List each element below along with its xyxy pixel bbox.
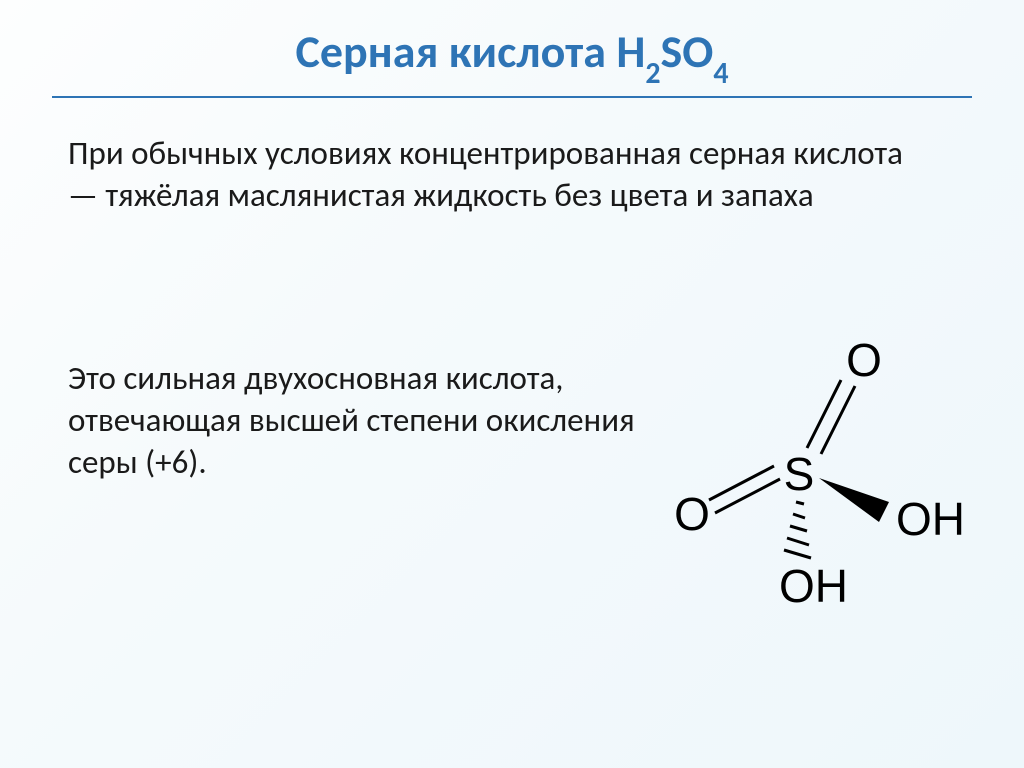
bond-s-oh-bottom-hash <box>784 502 811 558</box>
paragraph-2: Это сильная двухосновная кислота, отвеча… <box>68 357 688 484</box>
title-text-2: SO <box>661 24 714 80</box>
title-sub-2: 4 <box>713 56 728 92</box>
atom-oh-right: OH <box>896 493 964 545</box>
atom-s: S <box>784 448 815 500</box>
atom-o-top: O <box>846 334 882 386</box>
paragraph-1: При обычных условиях концентрированная с… <box>68 132 938 216</box>
title-sub-1: 2 <box>645 56 660 92</box>
title-text-1: Серная кислота H <box>295 24 645 80</box>
bond-s-o-top-2 <box>821 386 855 454</box>
molecule-diagram: S O O OH OH <box>664 330 964 610</box>
slide-title: Серная кислота H2SO4 <box>48 24 976 86</box>
title-underline <box>52 96 972 98</box>
atom-oh-bottom: OH <box>779 560 848 610</box>
bond-s-oh-right-wedge <box>819 478 889 522</box>
atom-o-left: O <box>674 488 710 540</box>
slide: Серная кислота H2SO4 При обычных условия… <box>0 0 1024 768</box>
bond-s-o-left-2 <box>715 479 780 513</box>
bond-s-o-top-1 <box>807 380 841 448</box>
bond-s-o-left-1 <box>709 466 774 500</box>
